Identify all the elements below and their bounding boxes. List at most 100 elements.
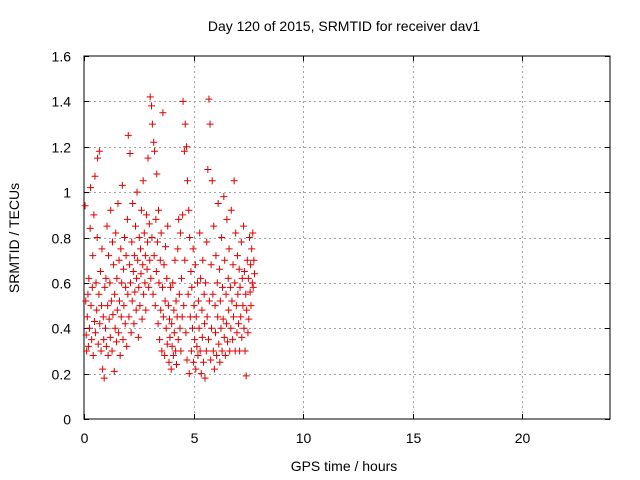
data-point: [102, 274, 110, 282]
data-point: [194, 297, 202, 305]
data-point: [241, 347, 249, 355]
data-point: [197, 370, 205, 378]
data-point: [163, 340, 171, 348]
data-point: [133, 188, 141, 196]
data-point: [119, 265, 127, 273]
data-point: [109, 311, 117, 319]
data-point: [222, 320, 230, 328]
data-point: [229, 313, 237, 321]
data-point: [137, 270, 145, 278]
data-point: [218, 234, 226, 241]
data-point: [114, 199, 122, 207]
data-point: [199, 358, 207, 366]
data-point: [145, 220, 153, 228]
data-point: [168, 342, 176, 350]
data-point: [165, 358, 173, 366]
data-point: [187, 268, 195, 276]
data-point: [156, 256, 164, 264]
data-point: [207, 356, 215, 364]
data-point: [136, 302, 144, 310]
data-point: [148, 120, 156, 128]
data-point: [242, 372, 250, 380]
data-point: [127, 329, 135, 337]
data-point: [248, 245, 256, 253]
data-point: [225, 306, 233, 314]
data-point: [161, 297, 169, 305]
data-point: [128, 238, 136, 246]
data-point: [103, 222, 111, 230]
data-point: [250, 256, 258, 264]
data-point: [229, 336, 237, 344]
data-point: [86, 224, 94, 232]
data-point: [224, 274, 232, 282]
data-point: [174, 336, 182, 344]
data-point: [113, 274, 121, 282]
data-point: [166, 333, 174, 341]
data-point: [168, 320, 176, 328]
data-point: [161, 351, 169, 359]
data-point: [225, 245, 233, 253]
data-point: [128, 297, 136, 305]
data-point: [233, 252, 241, 260]
data-point: [211, 302, 219, 310]
data-point: [182, 329, 190, 337]
x-tick-label: 20: [515, 430, 531, 446]
data-point: [239, 302, 247, 310]
data-point: [82, 331, 90, 339]
data-point: [201, 320, 209, 328]
data-point: [134, 333, 142, 341]
data-point: [191, 261, 199, 269]
y-tick-label: 1: [63, 185, 71, 201]
data-point: [188, 283, 196, 291]
data-point: [123, 342, 131, 350]
data-point: [117, 313, 125, 321]
data-point: [209, 290, 217, 298]
data-point: [212, 329, 219, 337]
data-point: [148, 102, 156, 110]
data-point: [115, 256, 123, 264]
data-point: [82, 297, 90, 305]
data-point: [106, 333, 114, 341]
data-point: [100, 374, 108, 382]
data-point: [238, 274, 246, 282]
data-point: [235, 265, 243, 273]
data-point: [234, 290, 242, 298]
data-point: [152, 215, 160, 223]
data-point: [107, 206, 115, 214]
data-point: [190, 358, 198, 366]
data-point: [238, 333, 246, 341]
data-point: [142, 211, 150, 219]
data-point: [122, 252, 130, 260]
data-point: [179, 211, 187, 219]
data-point: [155, 279, 163, 287]
data-point: [196, 229, 204, 237]
data-point: [111, 324, 119, 332]
data-point: [87, 184, 95, 192]
data-point: [85, 274, 93, 282]
data-point: [154, 320, 162, 328]
data-point: [198, 306, 206, 314]
data-point: [170, 329, 178, 337]
data-point: [116, 351, 124, 359]
data-point: [217, 324, 225, 332]
data-point: [220, 193, 228, 201]
x-tick-label: 5: [191, 430, 199, 446]
data-point: [180, 302, 188, 310]
data-point: [175, 215, 183, 223]
data-point: [251, 270, 259, 278]
data-point: [197, 274, 205, 282]
data-point: [207, 261, 215, 269]
data-point: [159, 313, 167, 321]
data-point: [170, 306, 178, 314]
data-point: [172, 297, 180, 305]
data-point: [102, 342, 110, 350]
data-point: [184, 290, 192, 298]
data-point: [224, 338, 232, 346]
data-point: [232, 229, 240, 237]
data-point: [165, 315, 173, 323]
data-point: [162, 243, 170, 251]
data-point: [129, 268, 137, 276]
data-point: [138, 315, 146, 323]
data-point: [105, 315, 113, 323]
data-point: [177, 347, 185, 355]
